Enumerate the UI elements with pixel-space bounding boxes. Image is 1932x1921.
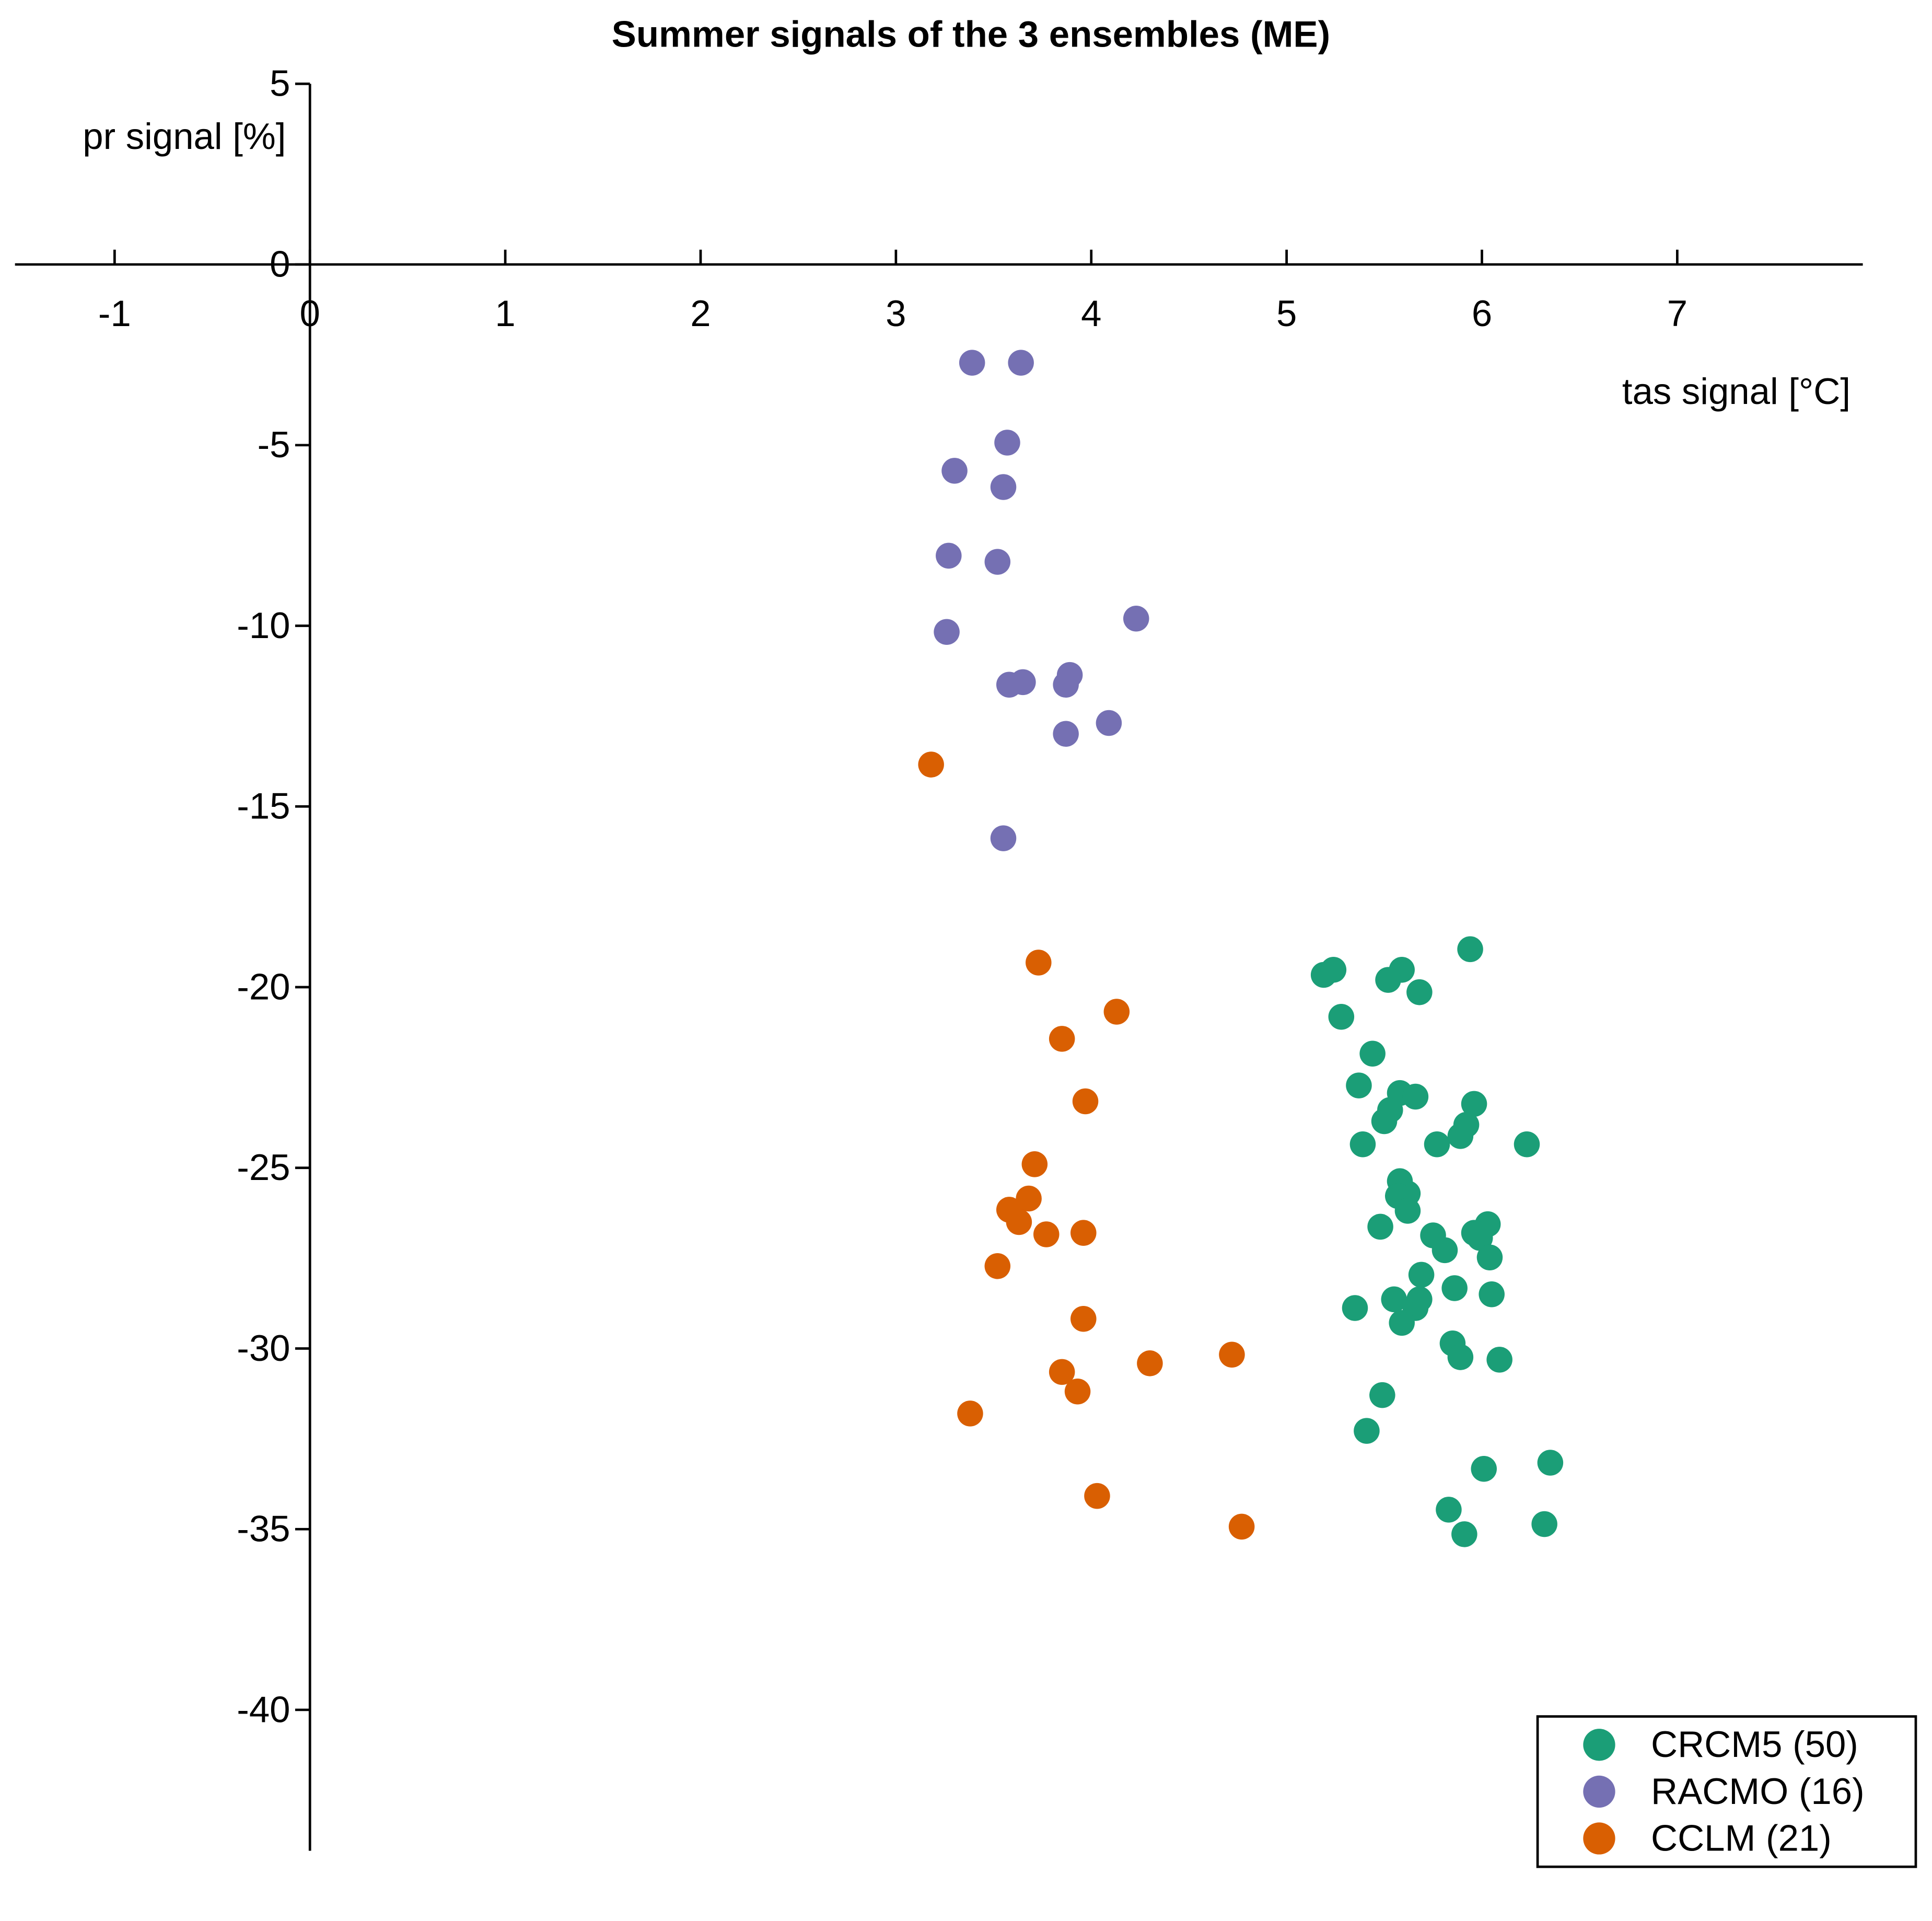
- point: [1406, 979, 1433, 1005]
- x-tick-label: 2: [690, 293, 711, 334]
- point: [1479, 1281, 1505, 1307]
- point: [1016, 1185, 1042, 1212]
- x-axis-label: tas signal [°C]: [1622, 371, 1850, 412]
- y-tick-label: -15: [237, 785, 290, 827]
- point: [1123, 605, 1149, 632]
- point: [990, 825, 1017, 851]
- point: [1096, 710, 1122, 736]
- legend-marker: [1583, 1729, 1615, 1761]
- point: [1328, 1003, 1355, 1030]
- point: [1467, 1225, 1493, 1251]
- point: [1228, 1513, 1255, 1540]
- legend-label: CRCM5 (50): [1651, 1723, 1858, 1765]
- point: [1381, 1286, 1407, 1313]
- point: [1476, 1244, 1503, 1270]
- point: [1072, 1088, 1099, 1115]
- y-tick-label: -10: [237, 605, 290, 646]
- point: [1371, 1108, 1398, 1135]
- y-tick-label: 0: [270, 243, 290, 284]
- point: [1367, 1213, 1393, 1240]
- point: [990, 474, 1017, 500]
- y-tick-label: -20: [237, 966, 290, 1007]
- point: [1447, 1123, 1474, 1149]
- point: [941, 458, 968, 484]
- y-tick-label: 5: [270, 63, 290, 104]
- y-axis-label: pr signal [%]: [83, 115, 286, 157]
- point: [1033, 1221, 1060, 1247]
- x-tick-label: -1: [98, 293, 131, 334]
- point: [1537, 1450, 1564, 1476]
- point: [1471, 1455, 1497, 1482]
- point: [1137, 1350, 1163, 1376]
- point: [1436, 1497, 1462, 1523]
- point: [1375, 967, 1401, 993]
- point: [1389, 1310, 1415, 1336]
- point: [984, 1253, 1011, 1279]
- point: [1451, 1521, 1477, 1547]
- legend-label: CCLM (21): [1651, 1817, 1832, 1858]
- legend-marker: [1583, 1775, 1615, 1808]
- point: [1053, 721, 1079, 747]
- point: [1441, 1275, 1468, 1301]
- point: [994, 430, 1020, 456]
- y-tick-label: -40: [237, 1688, 290, 1730]
- y-tick-label: -25: [237, 1147, 290, 1188]
- legend-label: RACMO (16): [1651, 1770, 1865, 1812]
- point: [1346, 1072, 1372, 1098]
- x-tick-label: 7: [1667, 293, 1687, 334]
- point: [1349, 1131, 1376, 1158]
- x-tick-label: 3: [886, 293, 906, 334]
- y-tick-label: -30: [237, 1327, 290, 1369]
- point: [1010, 669, 1036, 696]
- y-tick-label: -5: [258, 424, 290, 465]
- point: [918, 751, 944, 778]
- y-tick-label: -35: [237, 1508, 290, 1549]
- legend-marker: [1583, 1822, 1615, 1855]
- point: [1369, 1382, 1395, 1408]
- point: [1424, 1131, 1450, 1158]
- point: [1514, 1131, 1540, 1158]
- point: [959, 350, 985, 376]
- chart-title: Summer signals of the 3 ensembles (ME): [612, 13, 1330, 54]
- x-tick-label: 0: [300, 293, 320, 334]
- point: [957, 1401, 983, 1427]
- point: [1049, 1026, 1075, 1052]
- x-tick-label: 1: [495, 293, 515, 334]
- x-tick-label: 4: [1081, 293, 1101, 334]
- point: [984, 549, 1011, 575]
- point: [1006, 1209, 1032, 1235]
- point: [936, 542, 962, 569]
- x-tick-label: 5: [1276, 293, 1297, 334]
- point: [1461, 1091, 1487, 1117]
- point: [1103, 999, 1130, 1025]
- point: [1053, 672, 1079, 698]
- point: [1431, 1237, 1458, 1264]
- point: [1219, 1341, 1245, 1368]
- point: [1394, 1198, 1421, 1224]
- point: [1320, 957, 1347, 983]
- point: [1359, 1040, 1386, 1067]
- point: [1354, 1418, 1380, 1444]
- point: [1070, 1220, 1097, 1246]
- point: [1070, 1306, 1097, 1332]
- point: [1531, 1511, 1557, 1537]
- point: [1402, 1083, 1429, 1110]
- point: [1486, 1347, 1512, 1373]
- point: [1447, 1344, 1474, 1370]
- point: [934, 619, 960, 645]
- point: [1342, 1295, 1368, 1321]
- x-tick-label: 6: [1472, 293, 1492, 334]
- point: [1008, 350, 1034, 376]
- point: [1026, 950, 1052, 976]
- point: [1064, 1378, 1091, 1405]
- point: [1049, 1359, 1075, 1385]
- point: [1408, 1262, 1435, 1288]
- point: [1457, 936, 1483, 963]
- point: [1084, 1483, 1110, 1509]
- point: [1021, 1151, 1048, 1177]
